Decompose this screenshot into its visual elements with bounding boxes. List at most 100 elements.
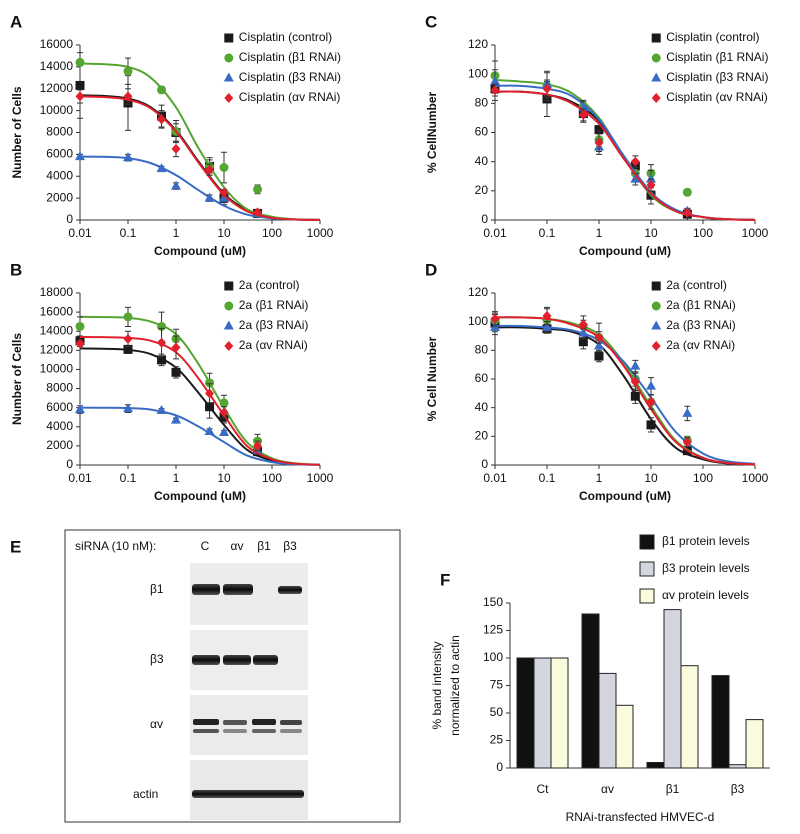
x-tick-label: 10	[644, 471, 658, 485]
marker	[171, 180, 181, 190]
blot-panel: E siRNA (10 nM): C αv β1 β3 β1 β3 αv act…	[10, 529, 401, 823]
fit-curve	[79, 406, 321, 466]
fit-curve	[79, 335, 321, 466]
y-tick-label: 0	[496, 760, 503, 774]
chart-panel: 0 25 50 75 100 125 150 F Ct αv β1 β3 RNAi-transfecte…	[430, 534, 770, 824]
band	[223, 655, 251, 665]
y-tick-label: 40	[475, 154, 489, 168]
legend-marker	[651, 33, 661, 43]
lane-label: C	[201, 539, 210, 553]
legend-marker	[224, 53, 234, 63]
legend-marker	[224, 301, 234, 311]
marker	[75, 91, 85, 102]
fit-curve	[494, 84, 756, 221]
marker	[123, 66, 133, 76]
bar	[598, 672, 617, 769]
y-tick-label: 120	[468, 285, 488, 299]
bar	[646, 762, 665, 769]
legend-marker	[651, 93, 661, 103]
fit-curve	[494, 90, 756, 221]
marker	[630, 173, 641, 183]
panel-label: D	[425, 260, 437, 279]
x-tick-label: 1000	[742, 226, 769, 240]
x-tick-label: 0.01	[68, 471, 92, 485]
y-tick-label: 14000	[40, 323, 74, 337]
band	[192, 655, 220, 665]
bar	[663, 609, 682, 769]
legend-label: 2a (β1 RNAi)	[239, 298, 309, 312]
y-tick-label: 4000	[46, 419, 73, 433]
legend-swatch	[639, 561, 655, 577]
row-label: β1	[150, 582, 164, 596]
legend-label: Cisplatin (control)	[239, 30, 332, 44]
x-tick-label: 0.01	[483, 226, 507, 240]
legend-label: β1 protein levels	[662, 534, 750, 548]
bar	[728, 764, 747, 769]
legend-label: Cisplatin (β1 RNAi)	[666, 50, 768, 64]
marker	[171, 342, 181, 353]
y-tick-label: 125	[483, 623, 503, 637]
x-tick-label: 0.1	[120, 471, 137, 485]
x-tick-label: 1000	[742, 471, 769, 485]
x-tick-label: Ct	[537, 782, 550, 796]
marker	[594, 340, 604, 350]
marker	[646, 173, 656, 183]
marker	[171, 367, 181, 377]
marker	[542, 83, 552, 94]
y-tick-label: 75	[490, 678, 504, 692]
marker	[75, 80, 85, 90]
y-tick-label: 2000	[46, 438, 73, 452]
legend-marker	[651, 341, 661, 351]
band	[278, 586, 302, 594]
y-tick-label: 0	[481, 457, 488, 471]
marker	[205, 164, 215, 175]
legend-label: Cisplatin (β3 RNAi)	[666, 70, 768, 84]
row-label: αv	[150, 717, 163, 731]
x-tick-label: 0.1	[539, 226, 556, 240]
marker	[594, 137, 604, 148]
y-tick-label: 8000	[46, 381, 73, 395]
y-axis-label: % CellNumber	[425, 91, 439, 173]
x-tick-label: 100	[693, 226, 713, 240]
bar	[745, 719, 764, 769]
legend-marker	[224, 281, 234, 291]
marker	[594, 332, 604, 343]
band	[193, 729, 219, 733]
y-tick-label: 40	[475, 400, 489, 414]
y-tick-label: 8000	[46, 125, 73, 139]
legend-marker	[223, 72, 234, 82]
chart-panel: 0 20 40 60 80 100 120 D 0.01 0.1 1 10 100 1000 Compoun…	[425, 260, 769, 503]
x-tick-label: 0.1	[539, 471, 556, 485]
legend-marker	[224, 93, 234, 103]
marker	[205, 378, 215, 388]
x-tick-label: β3	[731, 782, 745, 796]
y-tick-label: 0	[66, 212, 73, 226]
marker	[219, 398, 229, 408]
y-axis-label: Number of Cells	[10, 86, 24, 178]
x-tick-label: 1000	[307, 471, 334, 485]
band	[223, 584, 253, 595]
bar	[680, 665, 699, 769]
y-axis-label: normalized to actin	[448, 635, 462, 736]
y-tick-label: 6000	[46, 400, 73, 414]
marker	[219, 407, 229, 418]
legend-label: 2a (β3 RNAi)	[666, 318, 736, 332]
y-axis-label: % Cell Number	[425, 336, 439, 421]
x-tick-label: 0.01	[483, 471, 507, 485]
y-tick-label: 20	[475, 183, 489, 197]
band	[280, 720, 302, 725]
band	[252, 729, 276, 733]
y-tick-label: 80	[475, 343, 489, 357]
x-tick-label: 100	[262, 226, 282, 240]
marker	[542, 310, 552, 321]
y-tick-label: 150	[483, 595, 503, 609]
legend-marker	[651, 301, 661, 311]
y-tick-label: 100	[468, 314, 488, 328]
marker	[646, 380, 656, 390]
blot-frame	[64, 529, 401, 823]
bar	[711, 675, 730, 769]
row-label: β3	[150, 652, 164, 666]
marker	[682, 207, 692, 218]
panel-label: B	[10, 260, 22, 279]
y-tick-label: 100	[483, 650, 503, 664]
